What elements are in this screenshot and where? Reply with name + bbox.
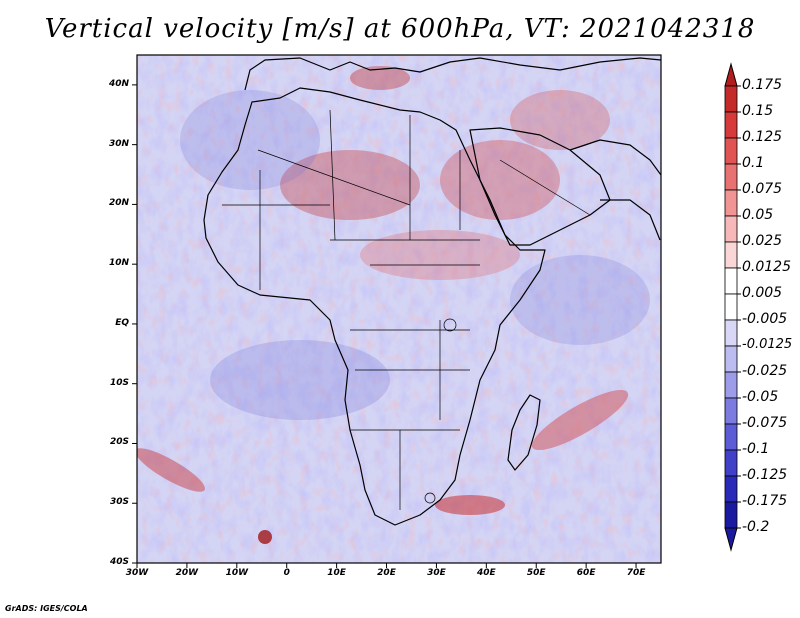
lon-tick-label: 30W bbox=[125, 568, 149, 578]
lat-tick-label: EQ bbox=[115, 317, 129, 328]
lon-tick-label: 10W bbox=[225, 568, 249, 578]
updraft-cyclone bbox=[258, 530, 272, 544]
downdraft-north-atlantic bbox=[180, 90, 320, 190]
colorbar-segment bbox=[724, 85, 738, 113]
plot-frame bbox=[136, 54, 662, 564]
colorbar-segment bbox=[724, 189, 738, 217]
chart-title: Vertical velocity [m/s] at 600hPa, VT: 2… bbox=[44, 14, 756, 44]
lat-tick-label: 20S bbox=[109, 437, 129, 448]
updraft-sahara bbox=[280, 150, 420, 220]
updraft-south-africa bbox=[435, 495, 505, 515]
coastlines bbox=[203, 57, 661, 526]
africa-coast bbox=[203, 87, 546, 526]
colorbar-segment bbox=[724, 371, 738, 399]
colorbar-segment bbox=[724, 423, 738, 451]
updraft-iran bbox=[510, 90, 610, 150]
downdraft-atlantic bbox=[210, 340, 390, 420]
lon-tick-label: 20E bbox=[377, 568, 396, 578]
colorbar-bottom-arrow bbox=[724, 527, 738, 552]
colorbar-value-label: -0.0125 bbox=[742, 337, 793, 352]
colorbar-value-label: 0.0125 bbox=[742, 259, 791, 275]
europe-coast bbox=[244, 57, 661, 91]
colorbar-segment bbox=[724, 475, 738, 503]
colorbar-value-label: 0.05 bbox=[742, 207, 774, 223]
axis-ticks bbox=[132, 84, 637, 568]
lon-tick-label: 40E bbox=[476, 568, 496, 578]
lat-tick-label: 40S bbox=[109, 557, 129, 567]
colorbar-segment bbox=[724, 111, 738, 139]
colorbar-segment bbox=[724, 501, 738, 529]
colorbar-value-label: 0.025 bbox=[742, 233, 783, 249]
colorbar-segment bbox=[724, 293, 738, 321]
lon-tick-label: 60E bbox=[576, 568, 596, 578]
updraft-arabia bbox=[440, 140, 560, 220]
lat-tick-label: 10S bbox=[109, 377, 129, 388]
colorbar-segment bbox=[724, 319, 738, 347]
lat-tick-label: 20N bbox=[108, 198, 129, 209]
colorbar-value-label: -0.175 bbox=[742, 493, 788, 509]
colorbar-segment bbox=[724, 163, 738, 191]
colorbar bbox=[724, 62, 741, 552]
lon-tick-label: 30E bbox=[427, 568, 446, 578]
lon-tick-label: 20W bbox=[175, 568, 199, 578]
colorbar-value-label: 0.005 bbox=[742, 285, 783, 301]
lat-tick-label: 40N bbox=[108, 78, 129, 89]
colorbar-value-label: -0.2 bbox=[742, 519, 770, 535]
colorbar-value-label: 0.15 bbox=[742, 103, 774, 119]
madagascar bbox=[507, 394, 541, 471]
downdraft-arabian-sea bbox=[510, 255, 650, 345]
lon-tick-label: 10E bbox=[327, 568, 346, 578]
colorbar-segment bbox=[724, 345, 738, 373]
colorbar-value-label: -0.075 bbox=[742, 415, 788, 431]
updraft-south-atlantic bbox=[137, 448, 205, 492]
lon-tick-label: 70E bbox=[626, 568, 646, 578]
updraft-mediterranean bbox=[350, 66, 410, 90]
colorbar-value-label: 0.125 bbox=[742, 129, 783, 145]
lon-tick-label: 50E bbox=[526, 568, 546, 578]
colorbar-value-label: -0.005 bbox=[742, 311, 788, 327]
colorbar-segment bbox=[724, 241, 738, 269]
asia-coast bbox=[569, 139, 661, 241]
lat-tick-label: 30N bbox=[108, 138, 129, 149]
colorbar-top-arrow bbox=[724, 62, 738, 87]
lon-tick-label: 0 bbox=[283, 568, 290, 578]
colorbar-segment bbox=[724, 215, 738, 243]
colorbar-value-label: -0.1 bbox=[742, 441, 770, 457]
updraft-indian-ocean bbox=[531, 389, 629, 451]
colorbar-value-label: -0.125 bbox=[742, 467, 788, 483]
colorbar-segment bbox=[724, 267, 738, 295]
colorbar-segment bbox=[724, 449, 738, 477]
colorbar-value-label: -0.025 bbox=[742, 363, 788, 379]
colorbar-value-label: 0.075 bbox=[742, 181, 783, 197]
lat-tick-label: 10N bbox=[108, 258, 129, 269]
colorbar-value-label: 0.1 bbox=[742, 155, 765, 171]
lat-tick-label: 30S bbox=[109, 497, 129, 508]
colorbar-segment bbox=[724, 397, 738, 425]
colorbar-segment bbox=[724, 137, 738, 165]
velocity-field bbox=[137, 55, 661, 563]
footer-credit: GrADS: IGES/COLA bbox=[5, 604, 88, 613]
country-borders bbox=[222, 109, 591, 510]
colorbar-value-label: -0.05 bbox=[742, 389, 779, 405]
updraft-sahel bbox=[360, 230, 520, 280]
colorbar-value-label: 0.175 bbox=[742, 77, 783, 93]
